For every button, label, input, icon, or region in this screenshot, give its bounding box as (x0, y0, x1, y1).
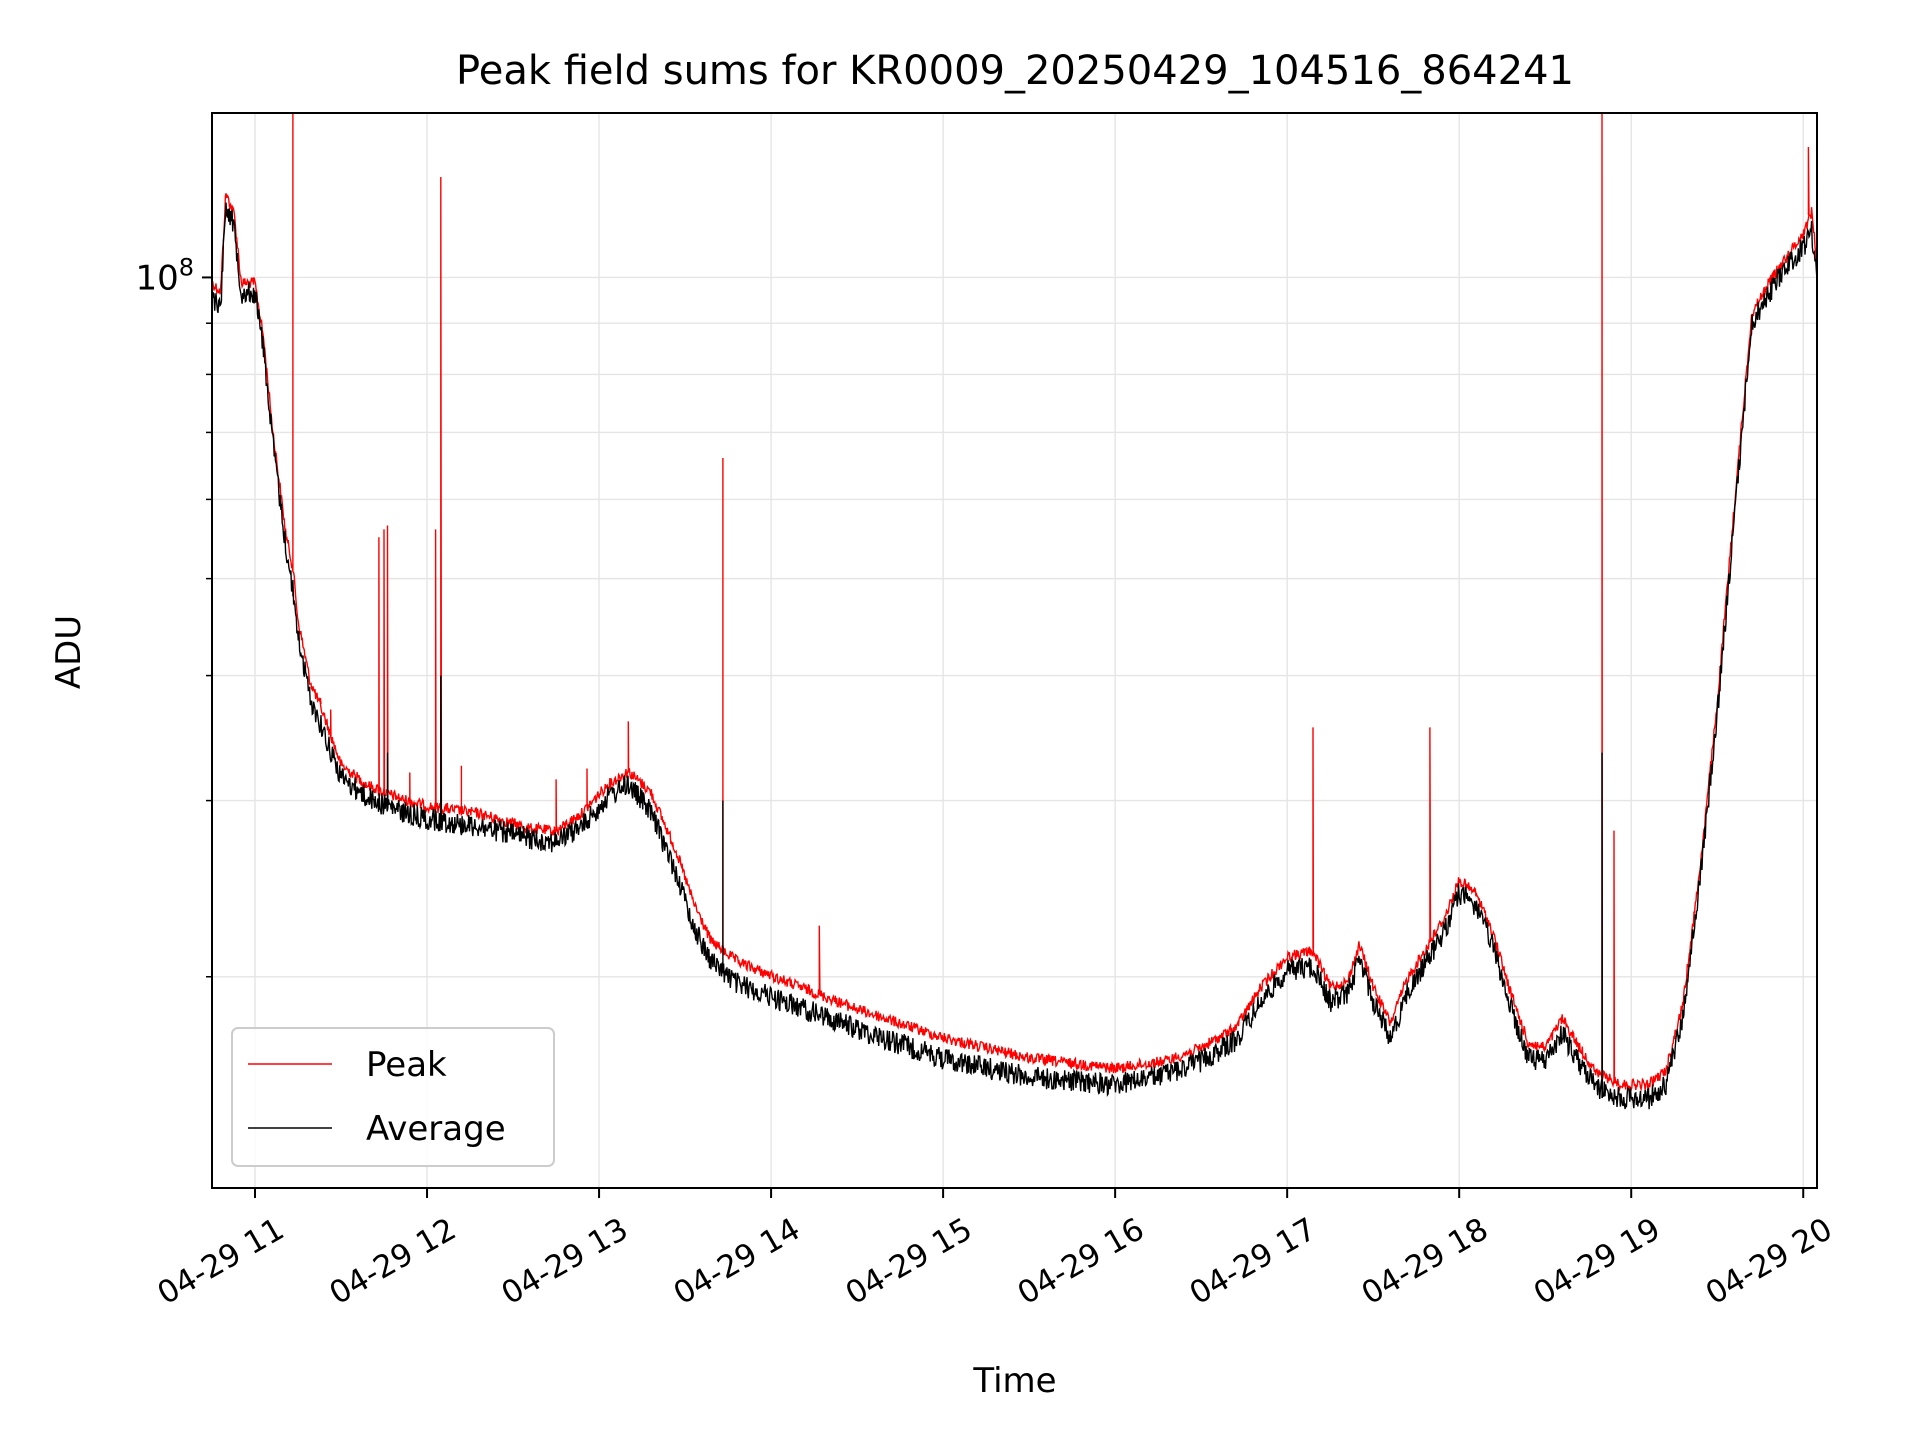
series-layer (212, 113, 1817, 1110)
y-tick-exponent: 8 (179, 253, 194, 281)
legend-box (231, 1027, 555, 1167)
legend-peak-label: Peak (366, 1045, 447, 1085)
legend-average-label: Average (366, 1109, 506, 1149)
plot-frame (211, 112, 1818, 1189)
average-series-line (212, 202, 1817, 1110)
y-axis-label: ADU (49, 615, 89, 689)
grid-lines (212, 113, 1817, 1188)
peak-series-line (212, 113, 1817, 1093)
legend: Peak Average (231, 1027, 555, 1167)
y-axis: 108 (135, 253, 212, 978)
chart-title: Peak field sums for KR0009_20250429_1045… (456, 48, 1574, 94)
y-tick-label: 108 (135, 253, 194, 298)
x-axis-label: Time (972, 1361, 1056, 1401)
y-tick-base: 10 (135, 258, 178, 298)
plot-background (212, 113, 1817, 1188)
